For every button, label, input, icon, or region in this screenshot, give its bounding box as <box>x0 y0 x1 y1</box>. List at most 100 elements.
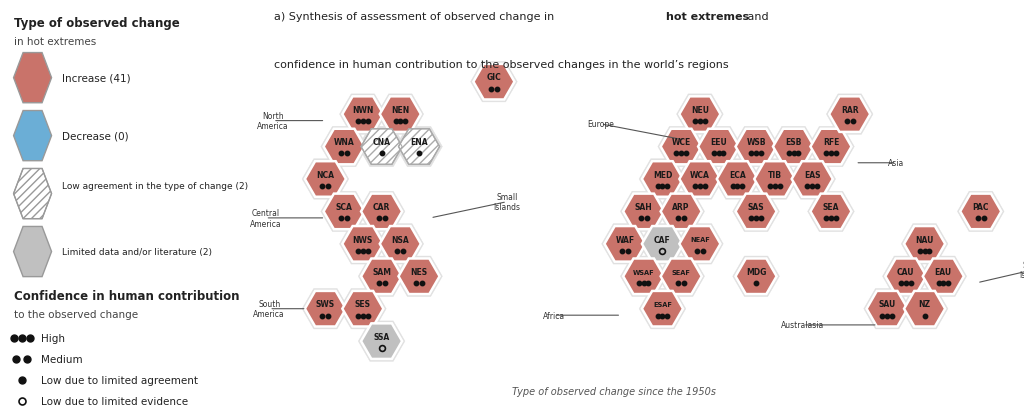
Text: Medium: Medium <box>41 354 82 364</box>
Text: NCA: NCA <box>316 170 335 179</box>
Text: SEA: SEA <box>822 203 840 211</box>
Text: WAF: WAF <box>615 235 635 244</box>
Text: South
America: South America <box>253 299 285 318</box>
Polygon shape <box>340 224 386 264</box>
Text: Increase (41): Increase (41) <box>62 74 131 83</box>
Polygon shape <box>717 162 758 197</box>
Polygon shape <box>358 127 404 167</box>
Polygon shape <box>305 162 346 197</box>
Polygon shape <box>358 192 404 232</box>
Text: Low due to limited agreement: Low due to limited agreement <box>41 375 198 385</box>
Text: Low due to limited evidence: Low due to limited evidence <box>41 396 187 406</box>
Text: SAH: SAH <box>635 203 652 211</box>
Polygon shape <box>398 129 439 165</box>
Polygon shape <box>901 224 948 264</box>
Polygon shape <box>377 224 424 264</box>
Polygon shape <box>770 127 817 167</box>
Polygon shape <box>657 127 705 167</box>
Polygon shape <box>602 224 648 264</box>
Polygon shape <box>755 162 796 197</box>
Text: Type of observed change: Type of observed change <box>13 17 179 29</box>
Text: and: and <box>744 12 769 22</box>
Text: Asia: Asia <box>889 159 904 168</box>
Text: EEU: EEU <box>711 138 727 147</box>
Text: NWN: NWN <box>352 106 374 114</box>
Polygon shape <box>398 259 439 294</box>
Text: Type of observed change since the 1950s: Type of observed change since the 1950s <box>512 387 717 396</box>
Text: WCE: WCE <box>672 138 691 147</box>
Polygon shape <box>13 53 51 104</box>
Polygon shape <box>698 129 739 165</box>
Text: ECA: ECA <box>729 170 745 179</box>
Text: Africa: Africa <box>543 311 565 320</box>
Polygon shape <box>866 291 907 327</box>
Polygon shape <box>361 194 402 230</box>
Polygon shape <box>829 97 870 133</box>
Polygon shape <box>695 127 742 167</box>
Polygon shape <box>642 291 683 327</box>
Text: ENA: ENA <box>411 138 428 147</box>
Polygon shape <box>377 95 424 135</box>
Polygon shape <box>733 127 779 167</box>
Polygon shape <box>340 289 386 329</box>
Polygon shape <box>679 226 721 262</box>
Polygon shape <box>752 159 798 200</box>
Text: WSAF: WSAF <box>633 269 654 275</box>
Text: Europe: Europe <box>587 120 614 129</box>
Text: Decrease (0): Decrease (0) <box>62 131 129 141</box>
Polygon shape <box>810 194 852 230</box>
Text: SES: SES <box>355 300 371 309</box>
Text: NSA: NSA <box>391 235 410 244</box>
Text: GIC: GIC <box>486 73 502 82</box>
Polygon shape <box>679 97 721 133</box>
Polygon shape <box>639 159 686 200</box>
Polygon shape <box>808 127 854 167</box>
Text: Confidence in human contribution: Confidence in human contribution <box>13 289 239 302</box>
Text: EAS: EAS <box>804 170 820 179</box>
Polygon shape <box>471 62 517 103</box>
Text: NZ: NZ <box>919 300 931 309</box>
Polygon shape <box>340 95 386 135</box>
Polygon shape <box>657 256 705 297</box>
Polygon shape <box>361 259 402 294</box>
Text: MED: MED <box>652 170 672 179</box>
Polygon shape <box>883 256 929 297</box>
Text: TIB: TIB <box>768 170 781 179</box>
Polygon shape <box>735 194 776 230</box>
Polygon shape <box>358 256 404 297</box>
Polygon shape <box>660 129 701 165</box>
Polygon shape <box>735 129 776 165</box>
Polygon shape <box>923 259 964 294</box>
Polygon shape <box>733 256 779 297</box>
Polygon shape <box>657 192 705 232</box>
Polygon shape <box>13 111 51 161</box>
Polygon shape <box>621 192 667 232</box>
Polygon shape <box>380 97 421 133</box>
Text: SEAF: SEAF <box>672 269 690 275</box>
Polygon shape <box>342 291 383 327</box>
Text: NES: NES <box>411 267 428 276</box>
Polygon shape <box>920 256 967 297</box>
Text: ARP: ARP <box>673 203 690 211</box>
Text: a) Synthesis of assessment of observed change in: a) Synthesis of assessment of observed c… <box>274 12 558 22</box>
Polygon shape <box>901 289 948 329</box>
Polygon shape <box>380 226 421 262</box>
Polygon shape <box>677 159 723 200</box>
Text: hot extremes: hot extremes <box>666 12 749 22</box>
Polygon shape <box>305 291 346 327</box>
Polygon shape <box>621 256 667 297</box>
Text: MDG: MDG <box>745 267 766 276</box>
Text: SWS: SWS <box>315 300 335 309</box>
Polygon shape <box>642 162 683 197</box>
Polygon shape <box>324 129 365 165</box>
Polygon shape <box>395 256 442 297</box>
Polygon shape <box>677 224 723 264</box>
Text: WSB: WSB <box>746 138 766 147</box>
Polygon shape <box>679 162 721 197</box>
Text: Australasia: Australasia <box>781 320 824 330</box>
Polygon shape <box>358 321 404 361</box>
Text: NEN: NEN <box>391 106 410 114</box>
Polygon shape <box>714 159 761 200</box>
Text: confidence in human contribution to the observed changes in the world’s regions: confidence in human contribution to the … <box>274 60 729 70</box>
Polygon shape <box>321 127 368 167</box>
